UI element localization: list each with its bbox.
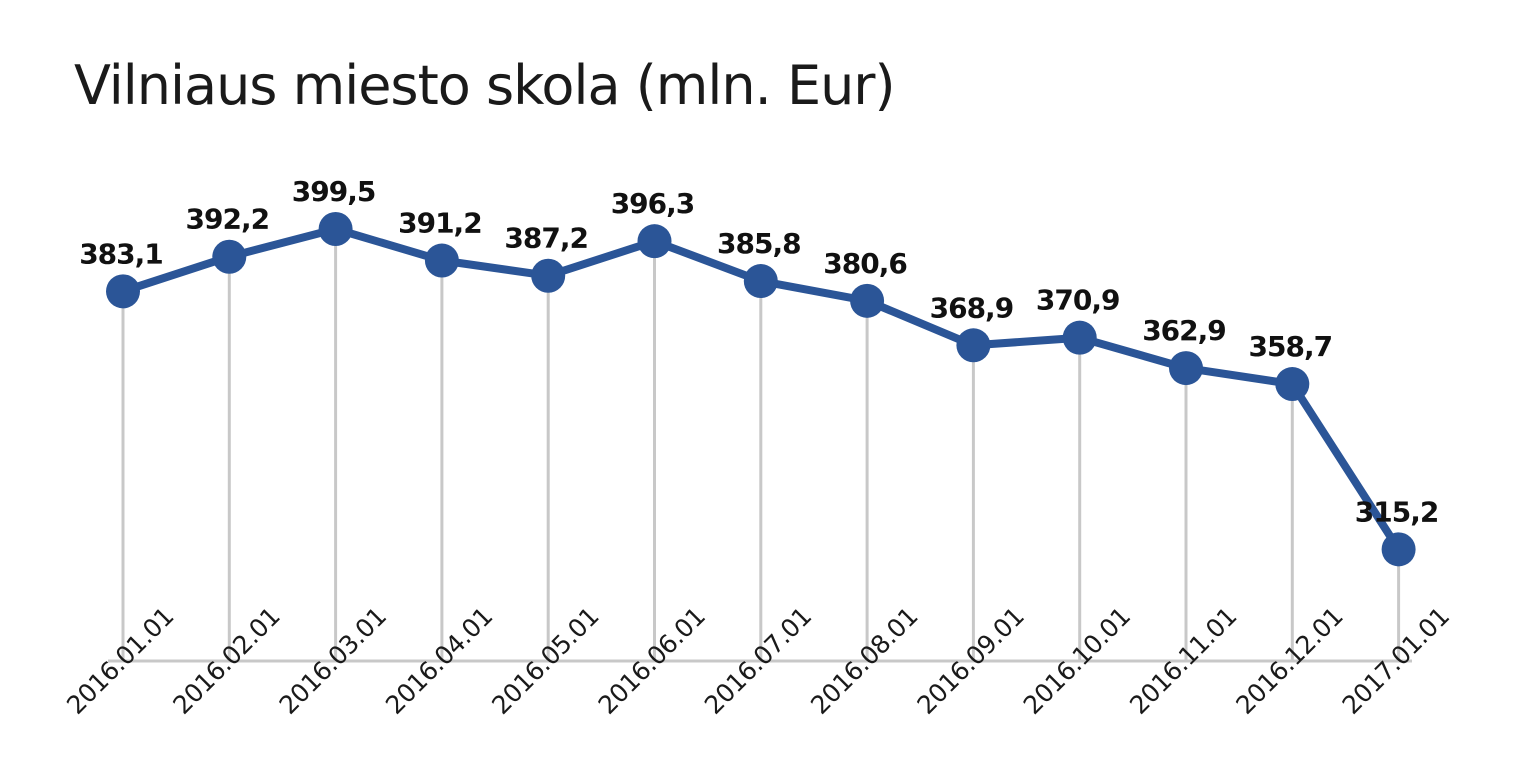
data-point	[1169, 351, 1203, 386]
data-label: 387,2	[504, 222, 588, 255]
data-label: 391,2	[398, 207, 482, 240]
data-label: 315,2	[1355, 495, 1439, 528]
data-point	[531, 258, 566, 293]
data-point	[1275, 367, 1310, 402]
data-points	[106, 212, 1416, 567]
data-point	[743, 264, 778, 299]
data-label: 392,2	[186, 203, 270, 236]
drop-lines	[121, 229, 1401, 661]
data-label: 399,5	[292, 175, 376, 208]
data-point	[1062, 320, 1097, 355]
data-label: 362,9	[1142, 314, 1226, 347]
data-point	[106, 274, 140, 309]
data-point	[212, 239, 247, 274]
data-point	[956, 328, 991, 363]
data-label: 358,7	[1249, 330, 1333, 363]
data-label: 383,1	[79, 237, 163, 270]
data-point	[637, 224, 672, 259]
data-labels: 383,1 392,2 399,5 391,2 387,2 396,3 385,8 380,6…	[79, 175, 1439, 528]
data-label: 368,9	[930, 291, 1014, 324]
data-point	[850, 283, 885, 318]
data-point	[1381, 532, 1416, 567]
data-label: 385,8	[717, 227, 801, 260]
data-point	[318, 212, 353, 246]
chart-title: Vilniaus miesto skola (mln. Eur)	[74, 54, 896, 117]
data-label: 396,3	[611, 187, 695, 220]
data-label: 370,9	[1036, 284, 1120, 317]
data-point	[424, 243, 459, 278]
data-label: 380,6	[823, 247, 907, 280]
